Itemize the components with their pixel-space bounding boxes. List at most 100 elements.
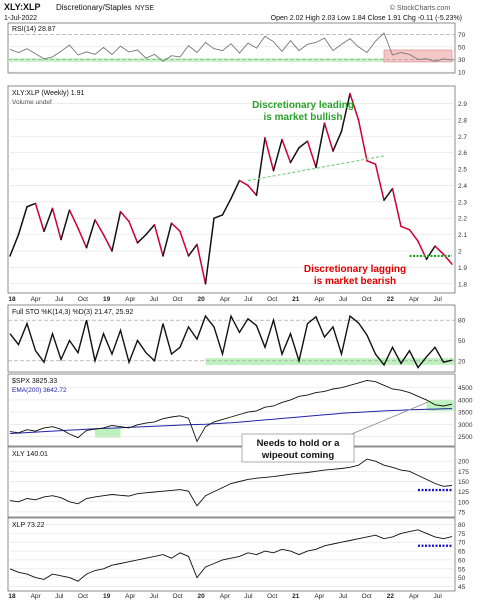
chart-symbol: XLY:XLP (4, 2, 41, 12)
xlp-tick-label: 75 (458, 531, 466, 538)
x-axis-label: 20 (198, 593, 206, 600)
ratio-segment (26, 202, 37, 208)
xly-tick-label: 200 (458, 459, 469, 466)
spx-tick-label: 3500 (458, 410, 473, 417)
xlp-tick-label: 65 (458, 549, 466, 556)
xlp-line (9, 529, 453, 582)
ratio-tick-label: 2 (458, 249, 462, 256)
ratio-segment (315, 122, 326, 169)
ratio-segment (51, 207, 62, 241)
watermark: © StockCharts.com (390, 4, 451, 12)
ratio-segment (349, 92, 360, 121)
ratio-segment (332, 130, 343, 152)
x-axis-label: 22 (387, 296, 395, 303)
x-axis-label: 22 (387, 593, 395, 600)
bull-annotation-line2: is market bullish (264, 112, 343, 123)
ratio-segment (408, 228, 419, 242)
ratio-tick-label: 2.2 (458, 216, 467, 223)
ratio-legend: XLY:XLP (Weekly) 1.91 (12, 90, 84, 97)
xlp-panel (7, 517, 456, 592)
ratio-segment (119, 210, 130, 223)
x-axis: 18 18 Apr Apr Jul Jul Oct Oct 19 19 Apr Apr Jul Jul Oc… (8, 296, 442, 600)
ratio-segment (162, 222, 173, 257)
x-axis-label: Apr (220, 296, 231, 303)
x-axis-label: Jul (150, 296, 159, 303)
spx-tick-label: 4000 (458, 397, 473, 404)
ratio-segment (425, 245, 436, 260)
ratio-segment (170, 222, 181, 233)
ratio-tick-label: 2.3 (458, 199, 467, 206)
rsi-tick-label: 30 (458, 57, 466, 64)
xlp-tick-label: 45 (458, 584, 466, 591)
ratio-segment (85, 219, 96, 249)
ratio-segment (179, 230, 190, 257)
bullish-trend-line (247, 155, 385, 182)
ratio-segment (247, 184, 258, 197)
ratio-segment (94, 219, 105, 236)
stochastic-tick-label: 50 (458, 338, 466, 345)
spx-tick-label: 4500 (458, 385, 473, 392)
x-axis-label: Apr (314, 593, 325, 600)
stochastic-tick-label: 80 (458, 318, 466, 325)
xlp-tick-label: 55 (458, 566, 466, 573)
x-axis-label: Apr (31, 593, 42, 600)
x-axis-label: 21 (292, 593, 300, 600)
xly-tick-label: 150 (458, 479, 469, 486)
xlp-legend: XLP 73.22 (12, 522, 45, 529)
rsi-tick-label: 70 (458, 32, 466, 39)
x-axis-label: Oct (78, 296, 88, 303)
volume-legend: Volume undef (12, 99, 52, 106)
x-axis-label: Apr (31, 296, 42, 303)
x-axis-label: 20 (198, 296, 206, 303)
rsi-legend: RSI(14) 28.87 (12, 26, 56, 33)
x-axis-label: Oct (267, 296, 277, 303)
ratio-segment (281, 138, 292, 164)
ratio-panel (7, 85, 456, 294)
spx-panel (7, 373, 456, 447)
ratio-segment (136, 233, 147, 244)
xlp-tick-label: 80 (458, 522, 466, 529)
ratio-segment (272, 138, 283, 172)
ratio-segment (264, 137, 275, 172)
callout-frame (241, 433, 355, 463)
rsi-tick-label: 50 (458, 44, 466, 51)
x-axis-label: Oct (267, 593, 277, 600)
xlp-tick-label: 50 (458, 575, 466, 582)
x-axis-label: Jul (339, 296, 348, 303)
ratio-segment (221, 197, 232, 216)
ratio-segment (17, 206, 28, 236)
ratio-segment (298, 140, 309, 149)
x-axis-label: Jul (339, 593, 348, 600)
chart-date: 1-Jul-2022 (4, 15, 37, 22)
ratio-tick-label: 2.8 (458, 117, 467, 124)
callout-box: Needs to hold or a wipeout coming (241, 401, 429, 463)
x-axis-label: 19 (103, 296, 111, 303)
ratio-tick-label: 1.8 (458, 281, 467, 288)
ema-200-line (9, 408, 453, 434)
tick-labels: 70 50 30 10 2.9 2.8 2.7 2.6 2.5 2.4 2.3 2.2 2.1 2 1.9 1… (458, 32, 473, 591)
ratio-tick-label: 2.9 (458, 101, 467, 108)
callout-line1: Needs to hold or a (257, 438, 341, 449)
ratio-segment (230, 179, 241, 200)
ema-legend: EMA(200) 3642.72 (12, 387, 67, 394)
ratio-segment (77, 227, 88, 249)
ratio-segment (111, 210, 122, 252)
spx-legend: $SPX 3825.33 (12, 378, 57, 385)
ratio-tick-label: 2.4 (458, 183, 467, 190)
ratio-segment (187, 243, 198, 257)
rsi-line (9, 32, 453, 62)
ratio-tick-label: 2.1 (458, 232, 467, 239)
spx-tick-label: 2500 (458, 434, 473, 441)
x-axis-label: Apr (125, 593, 136, 600)
spx-tick-label: 3000 (458, 422, 473, 429)
x-axis-label: Oct (78, 593, 88, 600)
xlp-tick-label: 70 (458, 540, 466, 547)
x-axis-label: Jul (55, 296, 64, 303)
bull-annotation-line1: Discretionary leading (252, 100, 354, 111)
ratio-segment (9, 233, 20, 257)
xly-panel (7, 446, 456, 518)
xly-line (9, 458, 453, 507)
ratio-segment (340, 92, 351, 133)
spx-line (9, 379, 453, 443)
